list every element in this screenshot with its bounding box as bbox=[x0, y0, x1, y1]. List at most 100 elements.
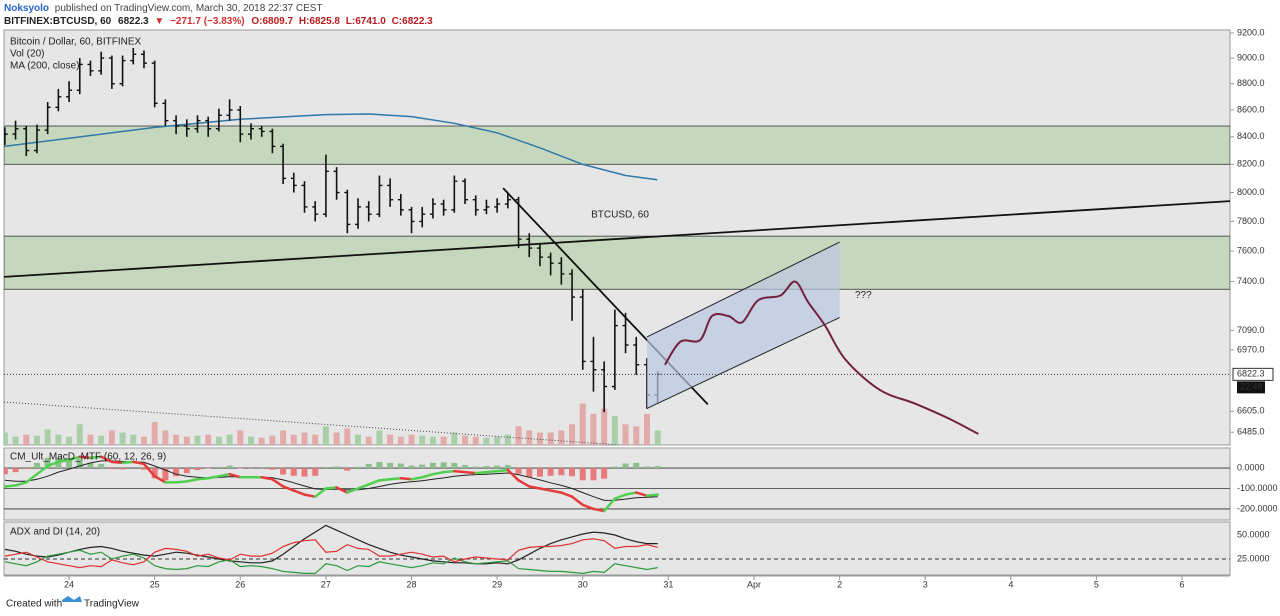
volume-bar bbox=[23, 434, 30, 445]
y-tick-label: 8800.0 bbox=[1237, 78, 1265, 88]
x-tick-label: 27 bbox=[321, 579, 331, 589]
histogram-bar bbox=[140, 468, 147, 470]
macd-segment bbox=[410, 476, 424, 481]
macd-segment bbox=[89, 455, 103, 460]
volume-bar bbox=[472, 436, 479, 445]
macd-segment bbox=[25, 472, 39, 484]
last-price-box bbox=[1232, 367, 1274, 381]
macd-segment bbox=[228, 472, 242, 479]
x-tick-label: 24 bbox=[64, 579, 74, 589]
volume-bar bbox=[547, 432, 554, 445]
y-tick-label: 9200.0 bbox=[1237, 27, 1265, 37]
macd-segment bbox=[560, 491, 574, 498]
volume-bar bbox=[344, 428, 351, 445]
macd-segment bbox=[121, 460, 135, 465]
author[interactable]: Noksyolo bbox=[4, 3, 49, 14]
y-tick-label: 6605.0 bbox=[1237, 406, 1265, 416]
macd-segment bbox=[110, 460, 124, 465]
volume-bar bbox=[44, 429, 51, 445]
zone bbox=[4, 235, 1230, 290]
macd-segment bbox=[645, 493, 659, 497]
volume-bar bbox=[569, 424, 576, 445]
annotation: ??? bbox=[855, 290, 872, 301]
projection-line bbox=[664, 280, 979, 435]
histogram-bar bbox=[66, 458, 73, 469]
macd-segment bbox=[35, 464, 49, 476]
histogram-bar bbox=[108, 468, 115, 470]
volume-label: Vol (20) bbox=[10, 49, 44, 60]
x-tick-label: 31 bbox=[663, 579, 673, 589]
macd-pane bbox=[3, 447, 1231, 521]
macd-segment bbox=[485, 469, 499, 474]
volume-bar bbox=[397, 436, 404, 445]
histogram-bar bbox=[312, 468, 319, 476]
volume-bar bbox=[643, 413, 650, 445]
histogram-bar bbox=[365, 463, 372, 469]
x-tick-label: 29 bbox=[492, 579, 502, 589]
y-tick-label: 25.0000 bbox=[1237, 553, 1270, 563]
volume-bar bbox=[130, 434, 137, 445]
volume-bar bbox=[376, 430, 383, 445]
volume-bar bbox=[536, 432, 543, 445]
footer-brand[interactable]: TradingView bbox=[84, 599, 140, 610]
histogram-bar bbox=[215, 466, 222, 469]
histogram-bar bbox=[547, 468, 554, 476]
macd-segment bbox=[217, 472, 231, 478]
symbol-line: BITFINEX:BTCUSD, 60 6822.3 ▼ −271.7 (−3.… bbox=[4, 16, 433, 27]
volume-bar bbox=[387, 434, 394, 445]
macd-segment bbox=[132, 460, 146, 466]
histogram-bar bbox=[322, 467, 329, 469]
histogram-bar bbox=[408, 465, 415, 469]
volume-bar bbox=[451, 432, 458, 445]
histogram-bar bbox=[397, 463, 404, 469]
macd-segment bbox=[174, 480, 189, 484]
macd-segment bbox=[624, 491, 638, 496]
x-tick-label: 30 bbox=[578, 579, 588, 589]
macd-segment bbox=[442, 469, 456, 474]
volume-bar bbox=[151, 422, 158, 445]
macd-segment bbox=[506, 468, 520, 482]
change: −271.7 (−3.83%) bbox=[170, 16, 245, 27]
x-tick-label: 28 bbox=[407, 579, 417, 589]
volume-bar bbox=[579, 403, 586, 445]
histogram-bar bbox=[301, 468, 308, 477]
close: C:6822.3 bbox=[392, 16, 434, 27]
macd-segment bbox=[453, 469, 467, 474]
main-layer: BTCUSD, 60Bitcoin / U.S. Dollar??? bbox=[4, 47, 1230, 445]
y-tick-label: 8600.0 bbox=[1237, 104, 1265, 114]
histogram-bar bbox=[579, 468, 586, 481]
histogram-bar bbox=[344, 468, 351, 471]
histogram-bar bbox=[504, 465, 511, 469]
macd-segment bbox=[549, 489, 563, 494]
x-tick-label: 2 bbox=[837, 579, 842, 589]
histogram-bar bbox=[194, 468, 201, 471]
histogram-bar bbox=[44, 457, 51, 469]
y-tick-label: -100.0000 bbox=[1237, 483, 1278, 493]
volume-bar bbox=[247, 436, 254, 445]
volume-bar bbox=[87, 434, 94, 445]
histogram-bar bbox=[290, 468, 297, 476]
histogram-bar bbox=[173, 468, 180, 477]
volume-bar bbox=[654, 430, 661, 445]
macd-segment bbox=[378, 478, 392, 482]
low: L:6741.0 bbox=[346, 16, 386, 27]
histogram-bar bbox=[98, 463, 105, 469]
histogram-bar bbox=[76, 458, 83, 469]
volume-bar bbox=[408, 434, 415, 445]
macd-segment bbox=[313, 487, 328, 498]
macd-segment bbox=[260, 476, 274, 481]
volume-bar bbox=[173, 434, 180, 445]
macd-segment bbox=[463, 470, 477, 475]
histogram-bar bbox=[355, 466, 362, 469]
last-time-label: 22:48 bbox=[1240, 382, 1263, 392]
histogram-bar bbox=[440, 462, 447, 469]
histogram-bar bbox=[611, 466, 618, 469]
volume-bar bbox=[601, 408, 608, 445]
volume-bar bbox=[494, 436, 501, 445]
macd-segment bbox=[185, 478, 199, 483]
macd-segment bbox=[592, 507, 606, 513]
y-tick-label: -200.0000 bbox=[1237, 503, 1278, 513]
y-tick-label: 7800.0 bbox=[1237, 216, 1265, 226]
histogram-bar bbox=[280, 468, 287, 475]
macd-segment bbox=[292, 489, 306, 496]
